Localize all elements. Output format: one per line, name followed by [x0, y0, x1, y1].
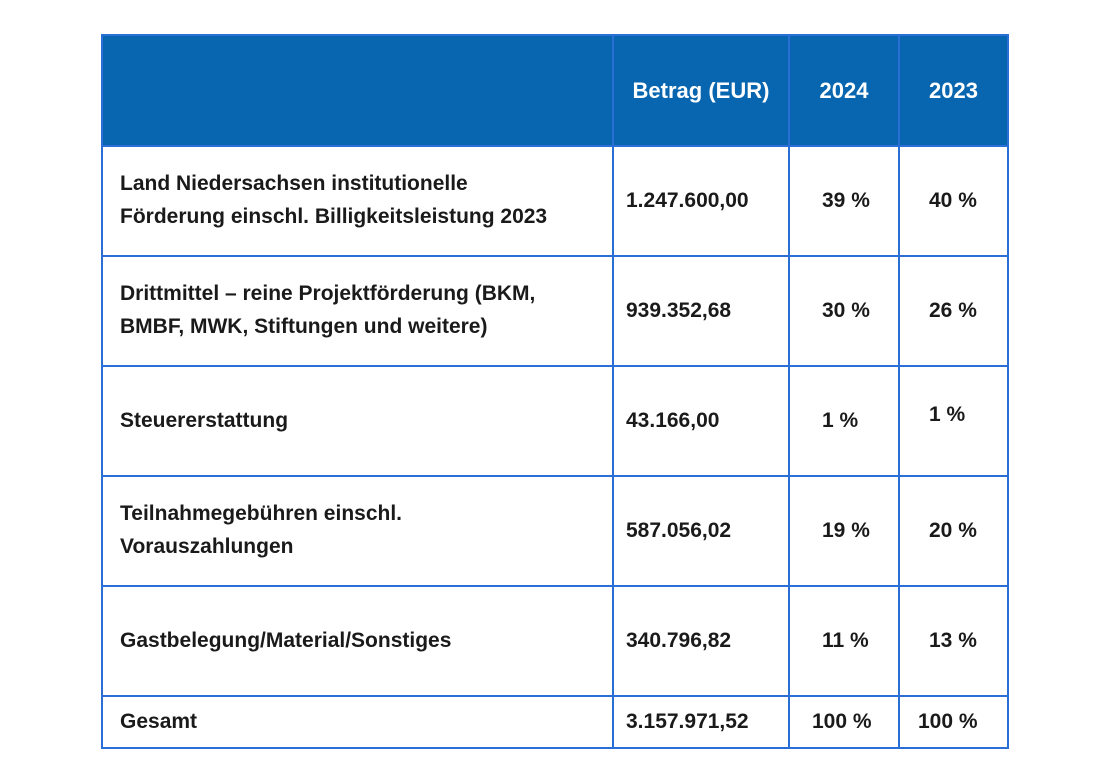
table-row: Gastbelegung/Material/Sonstiges 340.796,… [101, 585, 1009, 697]
row-label: Land Niedersachsen institutionelle Förde… [101, 145, 614, 257]
total-label: Gesamt [101, 695, 614, 749]
pct-value: 40 % [929, 188, 977, 212]
table-total-row: Gesamt 3.157.971,52 100 % 100 % [101, 695, 1009, 749]
row-pct-2023: 13 % [898, 585, 1009, 697]
row-pct-2023: 20 % [898, 475, 1009, 587]
row-label-line: Teilnahmegebühren einschl. [120, 502, 403, 526]
row-label-line: Steuererstattung [120, 408, 289, 432]
row-label: Steuererstattung [101, 365, 614, 477]
pct-value: 13 % [929, 628, 977, 652]
row-pct-2024: 19 % [788, 475, 900, 587]
row-label-line: Land Niedersachsen institutionelle [120, 172, 468, 196]
funding-table-container: Betrag (EUR) 2024 2023 Land Niedersachse… [101, 34, 1009, 749]
row-pct-2024: 1 % [788, 365, 900, 477]
table-header-row: Betrag (EUR) 2024 2023 [101, 34, 1009, 147]
total-pct-2023: 100 % [898, 695, 1009, 749]
row-label-line: BMBF, MWK, Stiftungen und weitere) [120, 315, 488, 338]
pct-value: 39 % [822, 188, 870, 212]
pct-value: 20 % [929, 518, 977, 542]
header-year-2023: 2023 [898, 34, 1009, 147]
table-row: Teilnahmegebühren einschl. Vorauszahlung… [101, 475, 1009, 587]
pct-value: 1 % [822, 408, 859, 432]
row-pct-2023: 26 % [898, 255, 1009, 367]
total-pct-2024: 100 % [788, 695, 900, 749]
row-amount: 939.352,68 [612, 255, 790, 367]
pct-value: 30 % [822, 298, 870, 322]
pct-value: 100 % [812, 709, 872, 733]
row-label: Gastbelegung/Material/Sonstiges [101, 585, 614, 697]
row-label: Drittmittel – reine Projektförderung (BK… [101, 255, 614, 367]
row-amount: 1.247.600,00 [612, 145, 790, 257]
row-pct-2024: 11 % [788, 585, 900, 697]
row-pct-2023: 40 % [898, 145, 1009, 257]
row-amount: 43.166,00 [612, 365, 790, 477]
row-label-line: Gastbelegung/Material/Sonstiges [120, 628, 452, 652]
header-year-2024: 2024 [788, 34, 900, 147]
pct-value: 100 % [918, 709, 978, 733]
pct-value: 19 % [822, 518, 870, 542]
table-row: Drittmittel – reine Projektförderung (BK… [101, 255, 1009, 367]
total-amount: 3.157.971,52 [612, 695, 790, 749]
row-pct-2024: 30 % [788, 255, 900, 367]
row-amount: 587.056,02 [612, 475, 790, 587]
row-amount: 340.796,82 [612, 585, 790, 697]
funding-table: Betrag (EUR) 2024 2023 Land Niedersachse… [101, 34, 1009, 749]
row-pct-2024: 39 % [788, 145, 900, 257]
row-label-line: Vorauszahlungen [120, 535, 294, 558]
pct-value: 26 % [929, 298, 977, 322]
row-label-line: Drittmittel – reine Projektförderung (BK… [120, 282, 536, 306]
pct-value: 11 % [822, 628, 869, 652]
row-label-line: Förderung einschl. Billigkeitsleistung 2… [120, 205, 548, 228]
row-pct-2023: 1 % [898, 365, 1009, 477]
header-amount: Betrag (EUR) [612, 34, 790, 147]
pct-value: 1 % [929, 402, 966, 426]
table-row: Steuererstattung 43.166,00 1 % 1 % [101, 365, 1009, 477]
row-label: Teilnahmegebühren einschl. Vorauszahlung… [101, 475, 614, 587]
header-empty-cell [101, 34, 614, 147]
table-row: Land Niedersachsen institutionelle Förde… [101, 145, 1009, 257]
